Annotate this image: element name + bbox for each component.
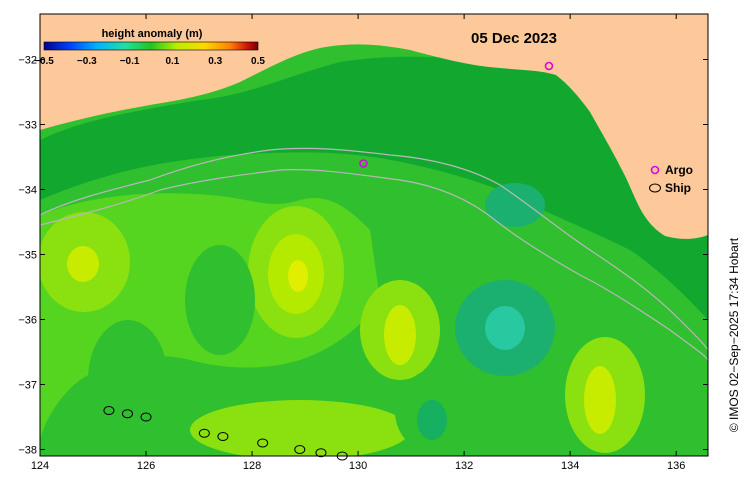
x-tick-label: 124 [31, 460, 49, 472]
y-tick-label: −33 [18, 120, 37, 132]
argo-marker [359, 159, 368, 168]
eddy-green-west [88, 320, 168, 440]
eddy-cold-east-core [485, 306, 525, 350]
legend: Argo Ship [649, 163, 693, 195]
ship-marker [140, 412, 152, 422]
colorbar-tick-label: 0.3 [208, 56, 222, 67]
ship-marker [294, 445, 306, 454]
shelf-zone [40, 56, 708, 320]
map-date: 05 Dec 2023 [471, 30, 557, 47]
colorbar-title: height anomaly (m) [102, 28, 203, 40]
colorbar-tick-label: −0.1 [120, 56, 140, 67]
ship-marker [257, 438, 269, 448]
legend-argo-marker [650, 165, 660, 175]
x-tick-label: 136 [667, 460, 685, 472]
australia-land [40, 14, 708, 239]
y-tick-label: −38 [18, 445, 37, 457]
y-tick-label: −36 [18, 315, 37, 327]
ship-tracks [103, 406, 348, 461]
eddy-west-core [67, 246, 99, 282]
eddy-green-central [185, 245, 255, 355]
x-tick-label: 132 [455, 460, 473, 472]
y-tick-label: −32 [18, 55, 37, 67]
colorbar-tick-label: 0.5 [251, 56, 265, 67]
map-frame [39, 13, 709, 457]
x-tick-label: 134 [561, 460, 579, 472]
y-tick-label: −34 [18, 185, 37, 197]
eddy-green-south-core [417, 400, 447, 440]
x-axis: 124 126 128 130 132 134 136 [31, 14, 685, 472]
eddy-southeast-core [584, 366, 616, 434]
legend-ship-marker [649, 183, 661, 193]
eddy-south-central-core [384, 305, 416, 365]
colorbar-tick-label: 0.1 [165, 56, 179, 67]
ship-marker [103, 406, 115, 415]
colorbar-tick-label: −0.5 [34, 56, 54, 67]
eddy-central-core [288, 260, 308, 292]
legend-argo-label: Argo [665, 163, 693, 177]
ship-marker [198, 428, 210, 438]
ship-marker [121, 409, 133, 419]
isobath-shallow [40, 147, 708, 351]
x-tick-label: 128 [243, 460, 261, 472]
ship-marker [315, 448, 327, 458]
argo-floats [359, 61, 554, 168]
x-tick-label: 126 [137, 460, 155, 472]
colorbar: height anomaly (m) −0.5 −0.3 −0.1 0.1 0.3 0.5 [34, 28, 265, 67]
y-tick-label: −35 [18, 250, 37, 262]
y-axis: −32 −33 −34 −35 −36 −37 −38 [18, 55, 708, 457]
ship-marker [336, 451, 348, 461]
map-plot-area [40, 14, 708, 456]
x-tick-label: 130 [349, 460, 367, 472]
y-tick-label: −37 [18, 380, 37, 392]
argo-marker [544, 61, 554, 71]
ship-marker [217, 432, 229, 441]
isobath-deep [40, 169, 708, 361]
eddy-cold-shelf [485, 183, 545, 227]
credit-text: © IMOS 02−Sep−2025 17:34 Hobart [727, 237, 741, 432]
eddy-south [190, 400, 410, 456]
colorbar-ramp [43, 41, 259, 51]
colorbar-tick-label: −0.3 [77, 56, 97, 67]
legend-ship-label: Ship [665, 181, 691, 195]
